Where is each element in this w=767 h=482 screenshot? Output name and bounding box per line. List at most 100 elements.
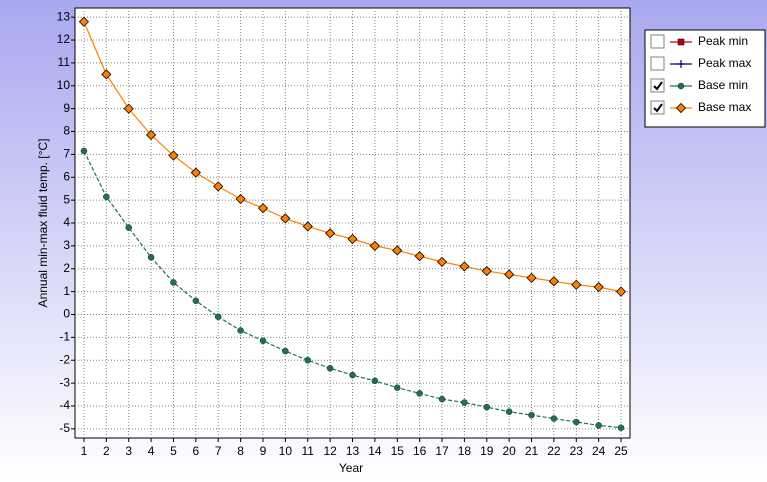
x-tick-label: 7 [215,444,222,458]
data-point [349,371,356,379]
x-tick-label: 23 [570,444,584,458]
x-tick-label: 4 [148,444,155,458]
legend-label: Base max [698,100,751,114]
x-tick-label: 6 [193,444,200,458]
data-point [146,129,157,141]
data-point [550,415,558,422]
data-point [615,286,627,297]
data-point [595,422,602,429]
data-point [526,272,537,283]
y-tick-label: 7 [63,147,70,161]
x-tick-label: 13 [346,444,360,458]
y-tick-label: 0 [63,307,70,321]
data-point [280,213,291,224]
data-point [617,424,625,431]
y-tick-label: 6 [63,169,70,183]
x-tick-label: 24 [592,444,606,458]
legend-checkbox[interactable] [650,56,665,71]
y-tick-label: 5 [63,192,70,206]
x-tick-label: 5 [170,444,177,458]
x-tick-label: 21 [525,444,539,458]
data-point [192,297,200,305]
legend-label: Peak max [698,56,751,70]
data-point [80,147,88,155]
legend-checkbox[interactable] [650,100,665,115]
y-tick-label: 3 [63,238,70,252]
x-tick-label: 1 [81,444,88,458]
y-tick-label: -1 [59,330,70,344]
data-point [414,251,425,262]
data-point [147,254,155,261]
legend-label: Base min [698,78,748,92]
data-point [593,281,604,293]
y-tick-label: 2 [63,261,70,275]
y-tick-label: -2 [59,352,70,366]
legend-checkbox[interactable] [650,34,665,49]
y-tick-label: -3 [59,375,70,389]
x-tick-label: 11 [302,444,315,458]
data-point [369,240,380,251]
data-point [461,399,468,406]
x-tick-label: 10 [279,444,293,458]
data-point [347,233,358,245]
data-point [571,279,582,290]
data-point [436,256,448,267]
x-tick-label: 9 [260,444,267,458]
x-tick-label: 14 [368,444,382,458]
data-point [304,356,311,364]
x-tick-label: 2 [103,444,110,458]
data-point [504,269,515,280]
x-tick-label: 18 [458,444,472,458]
legend-marker [677,82,685,90]
y-tick-label: 4 [63,215,70,229]
legend-label: Peak min [698,34,748,48]
checkmark [653,103,663,113]
x-tick-label: 16 [413,444,427,458]
data-point [101,69,112,80]
data-point [103,193,110,200]
y-tick-label: 1 [63,284,70,298]
x-tick-label: 3 [125,444,132,458]
x-tick-label: 8 [237,444,244,458]
y-tick-label: 9 [63,101,70,115]
y-axis-title: Annual min-max fluid temp. [°C] [36,139,50,308]
legend-checkbox[interactable] [650,78,665,93]
data-point [282,347,289,355]
data-point [190,167,201,178]
y-tick-label: 8 [63,124,70,138]
data-point [459,261,470,272]
y-tick-label: -4 [59,398,70,412]
x-tick-label: 20 [502,444,516,458]
y-tick-label: -5 [59,421,70,435]
data-point [481,265,492,277]
data-point [168,150,179,161]
legend-marker [677,60,685,68]
data-point [170,279,177,286]
data-point [505,408,513,415]
y-tick-label: 13 [57,9,71,23]
data-point [528,411,535,419]
data-point [416,390,423,397]
legend [644,29,766,128]
data-point [259,337,267,345]
data-point [438,395,446,403]
data-point [78,16,90,27]
x-tick-label: 15 [391,444,405,458]
y-tick-label: 12 [57,32,71,46]
x-tick-label: 19 [480,444,494,458]
x-tick-label: 25 [614,444,628,458]
data-point [392,245,403,256]
data-point [213,181,224,192]
x-tick-label: 12 [323,444,337,458]
data-point [237,327,244,334]
data-point [548,276,559,287]
data-point [123,103,134,114]
data-point [235,193,246,205]
data-point [302,221,313,232]
data-point [125,224,132,231]
data-point [573,418,580,426]
data-point [214,313,222,321]
y-tick-label: 11 [58,55,71,69]
y-tick-label: 10 [57,78,71,92]
